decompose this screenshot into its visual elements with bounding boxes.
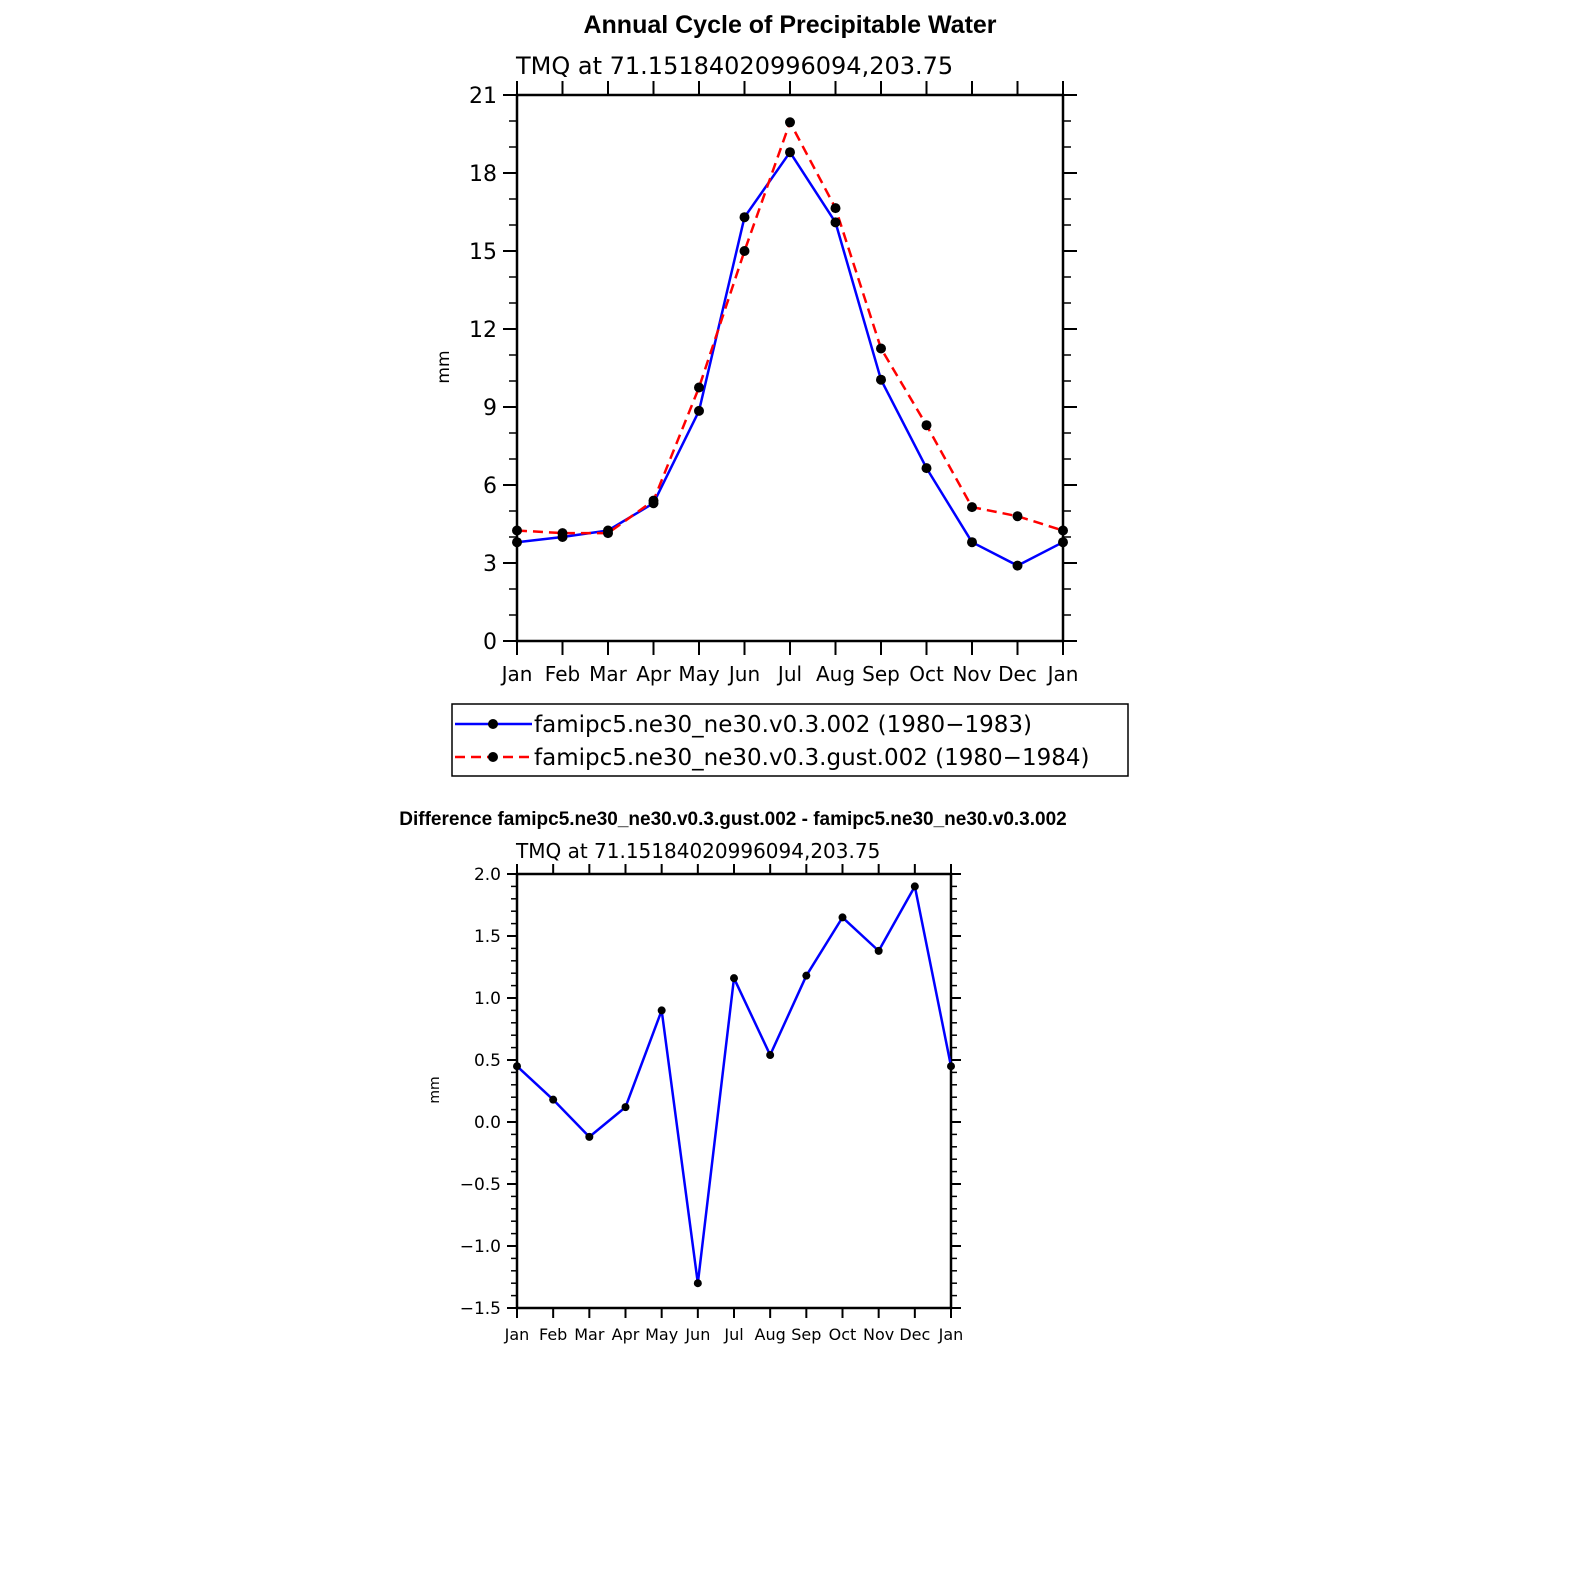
top-chart-plot: 0 3 6 9 12 15 18 21 Jan Feb Mar Apr May Jun Jul Aug Sep O… [469,81,1078,686]
bottom-chart-title: Difference famipc5.ne30_ne30.v0.3.gust.0… [399,809,1066,830]
series-1-point [549,1095,558,1104]
top-chart-ylabel: mm [434,350,454,383]
series-1-point [1012,560,1023,571]
x-tick-label: Jan [504,1325,530,1344]
series-2-point [694,382,704,393]
series-2-point [785,117,795,128]
series-1-point [947,1062,955,1071]
legend-label-series-1: famipc5.ne30_ne30.v0.3.002 (1980−1983) [534,712,1032,738]
y-tick-label: 3 [483,552,497,577]
y-tick-label: 1.0 [474,989,501,1009]
legend-marker-series-1 [488,719,498,729]
x-tick-label: Dec [899,1325,930,1344]
series-1-point [876,374,886,385]
x-tick-label: Mar [574,1325,605,1344]
x-tick-label: Nov [863,1325,894,1344]
y-tick-label: −0.5 [460,1175,501,1195]
y-tick-label: −1.0 [460,1237,501,1257]
y-tick-label: 2.0 [474,865,501,885]
series-2-point [557,528,568,539]
series-2-point [648,495,659,506]
series-1-point [785,147,795,158]
y-tick-label: 21 [469,84,497,109]
x-tick-label: Feb [545,662,580,686]
top-chart-legend: famipc5.ne30_ne30.v0.3.002 (1980−1983) f… [451,703,1129,777]
series-1-point [693,1279,702,1288]
x-tick-label: Mar [589,662,628,686]
series-2-point [830,203,841,214]
series-1-point [585,1132,594,1141]
x-tick-label: Apr [636,662,671,686]
series-1-point [802,971,811,980]
x-tick-label: Oct [909,662,944,686]
series-2-point [512,525,522,536]
x-tick-label: Sep [791,1325,821,1344]
series-1-point [513,1062,521,1071]
series-1-point [830,217,841,228]
top-chart-title: Annual Cycle of Precipitable Water [583,11,996,39]
y-tick-label: 15 [469,240,497,265]
series-2-point [876,343,886,354]
x-tick-label: Jan [500,662,533,686]
top-chart-subtitle: TMQ at 71.15184020996094,203.75 [515,52,953,80]
y-tick-label: 1.5 [474,927,501,947]
y-tick-label: 9 [483,396,497,421]
x-tick-label: May [645,1325,678,1344]
series-1-point [739,212,750,223]
series-2-point [1058,525,1068,536]
y-tick-label: −1.5 [460,1299,501,1319]
bottom-chart-subtitle: TMQ at 71.15184020996094,203.75 [515,839,880,863]
y-tick-label: 0.5 [474,1051,501,1071]
series-2-point [1012,511,1023,522]
y-tick-label: 0 [483,630,497,655]
series-1-point [730,974,738,983]
legend-label-series-2: famipc5.ne30_ne30.v0.3.gust.002 (1980−19… [534,745,1089,771]
x-tick-label: Dec [998,662,1037,686]
series-1-point [874,946,883,955]
x-tick-label: Apr [612,1325,640,1344]
series-2-point [967,502,977,513]
legend-marker-series-2 [488,752,498,762]
x-tick-label: May [678,662,720,686]
x-tick-label: Nov [952,662,991,686]
x-tick-label: Jan [938,1325,964,1344]
series-2-point [921,420,932,431]
x-tick-label: Feb [539,1325,567,1344]
x-tick-label: Jun [684,1325,710,1344]
x-tick-label: Aug [755,1325,786,1344]
x-tick-label: Aug [816,662,855,686]
series-1-point [910,882,919,891]
series-1-point [621,1103,630,1112]
x-tick-label: Jul [776,662,802,686]
x-tick-label: Sep [862,662,900,686]
x-tick-label: Jun [727,662,760,686]
x-tick-label: Jan [1046,662,1079,686]
series-1-point [838,913,847,922]
y-tick-label: 0.0 [474,1113,501,1133]
series-1-point [512,537,522,548]
y-tick-label: 18 [469,162,497,187]
series-1-point [1058,537,1068,548]
series-1-point [766,1051,775,1060]
series-1-point [967,537,977,548]
bottom-chart-plot: −1.5 −1.0 −0.5 0.0 0.5 1.0 1.5 2.0 Jan Feb Mar Apr M… [460,864,964,1344]
y-tick-label: 6 [483,474,497,499]
bottom-chart-ylabel: mm [427,1076,443,1103]
series-1-point [657,1006,666,1015]
y-tick-label: 12 [469,318,497,343]
x-tick-label: Oct [829,1325,857,1344]
series-1-point [921,463,932,474]
series-2-point [739,246,750,256]
series-2-point [603,528,613,539]
series-1-point [694,405,704,416]
x-tick-label: Jul [723,1325,743,1344]
legend-box [451,703,1129,777]
